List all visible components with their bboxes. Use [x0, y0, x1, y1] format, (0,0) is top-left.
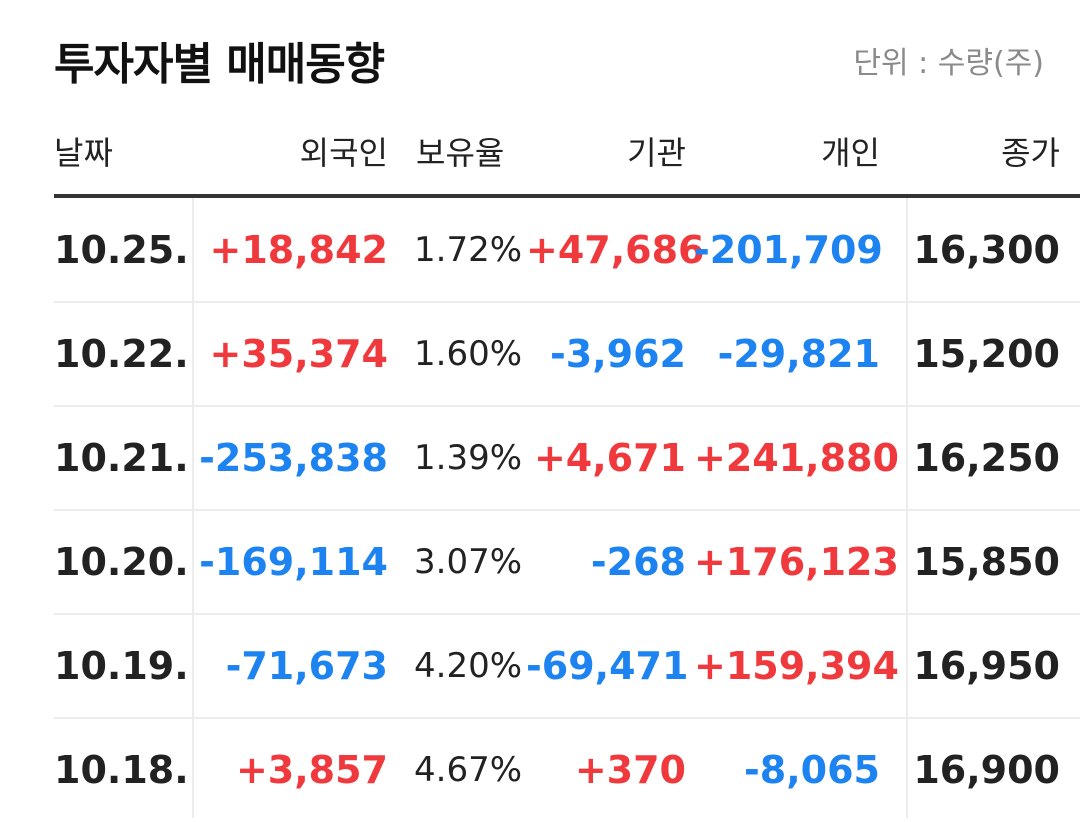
date-cell: 10.20. — [54, 540, 189, 584]
institution-cell: +47,686 — [526, 228, 705, 272]
foreign-cell: -169,114 — [199, 540, 388, 584]
close-cell: 16,900 — [913, 748, 1060, 792]
individual-cell: -29,821 — [717, 332, 880, 376]
holding-cell: 1.39% — [414, 438, 523, 478]
row-divider — [54, 301, 1080, 303]
close-cell: 15,850 — [913, 540, 1060, 584]
column-header-foreign: 외국인 — [299, 134, 388, 172]
holding-cell: 1.60% — [414, 334, 523, 374]
column-header-close: 종가 — [1001, 134, 1060, 172]
column-divider — [192, 198, 194, 818]
table-row: 10.20. -169,114 3.07% -268 +176,123 15,850 — [54, 510, 1080, 614]
unit-label: 단위 : 수량(주) — [853, 46, 1044, 81]
row-divider — [54, 613, 1080, 615]
holding-cell: 3.07% — [414, 542, 523, 582]
column-header-date: 날짜 — [54, 134, 113, 172]
table-row: 10.18. +3,857 4.67% +370 -8,065 16,900 — [54, 718, 1080, 822]
date-cell: 10.19. — [54, 644, 189, 688]
table-row: 10.22. +35,374 1.60% -3,962 -29,821 15,200 — [54, 302, 1080, 406]
foreign-cell: +3,857 — [235, 748, 388, 792]
individual-cell: +241,880 — [694, 436, 899, 480]
individual-cell: +176,123 — [694, 540, 899, 584]
table-row: 10.21. -253,838 1.39% +4,671 +241,880 16,250 — [54, 406, 1080, 510]
institution-cell: -3,962 — [550, 332, 686, 376]
header-divider — [54, 194, 1080, 198]
institution-cell: +370 — [574, 748, 686, 792]
holding-cell: 1.72% — [414, 230, 523, 270]
individual-cell: -8,065 — [744, 748, 880, 792]
date-cell: 10.18. — [54, 748, 189, 792]
institution-cell: -268 — [590, 540, 686, 584]
foreign-cell: -253,838 — [199, 436, 388, 480]
institution-cell: +4,671 — [533, 436, 686, 480]
close-cell: 16,250 — [913, 436, 1060, 480]
page-title: 투자자별 매매동향 — [54, 39, 385, 90]
date-cell: 10.25. — [54, 228, 189, 272]
table-row: 10.25. +18,842 1.72% +47,686 -201,709 16,300 — [54, 198, 1080, 302]
foreign-cell: -71,673 — [225, 644, 388, 688]
column-header-holding: 보유율 — [416, 134, 505, 172]
foreign-cell: +35,374 — [209, 332, 388, 376]
holding-cell: 4.20% — [414, 646, 523, 686]
close-cell: 15,200 — [913, 332, 1060, 376]
individual-cell: -201,709 — [694, 228, 883, 272]
row-divider — [54, 717, 1080, 719]
table-row: 10.19. -71,673 4.20% -69,471 +159,394 16,950 — [54, 614, 1080, 718]
row-divider — [54, 509, 1080, 511]
date-cell: 10.22. — [54, 332, 189, 376]
close-cell: 16,950 — [913, 644, 1060, 688]
individual-cell: +159,394 — [694, 644, 899, 688]
holding-cell: 4.67% — [414, 750, 523, 790]
institution-cell: -69,471 — [526, 644, 689, 688]
column-divider — [906, 198, 908, 818]
foreign-cell: +18,842 — [209, 228, 388, 272]
section-header: 투자자별 매매동향 단위 : 수량(주) — [54, 20, 1044, 90]
row-divider — [54, 405, 1080, 407]
close-cell: 16,300 — [913, 228, 1060, 272]
date-cell: 10.21. — [54, 436, 189, 480]
column-header-individual: 개인 — [821, 134, 880, 172]
column-header-institution: 기관 — [627, 134, 686, 172]
